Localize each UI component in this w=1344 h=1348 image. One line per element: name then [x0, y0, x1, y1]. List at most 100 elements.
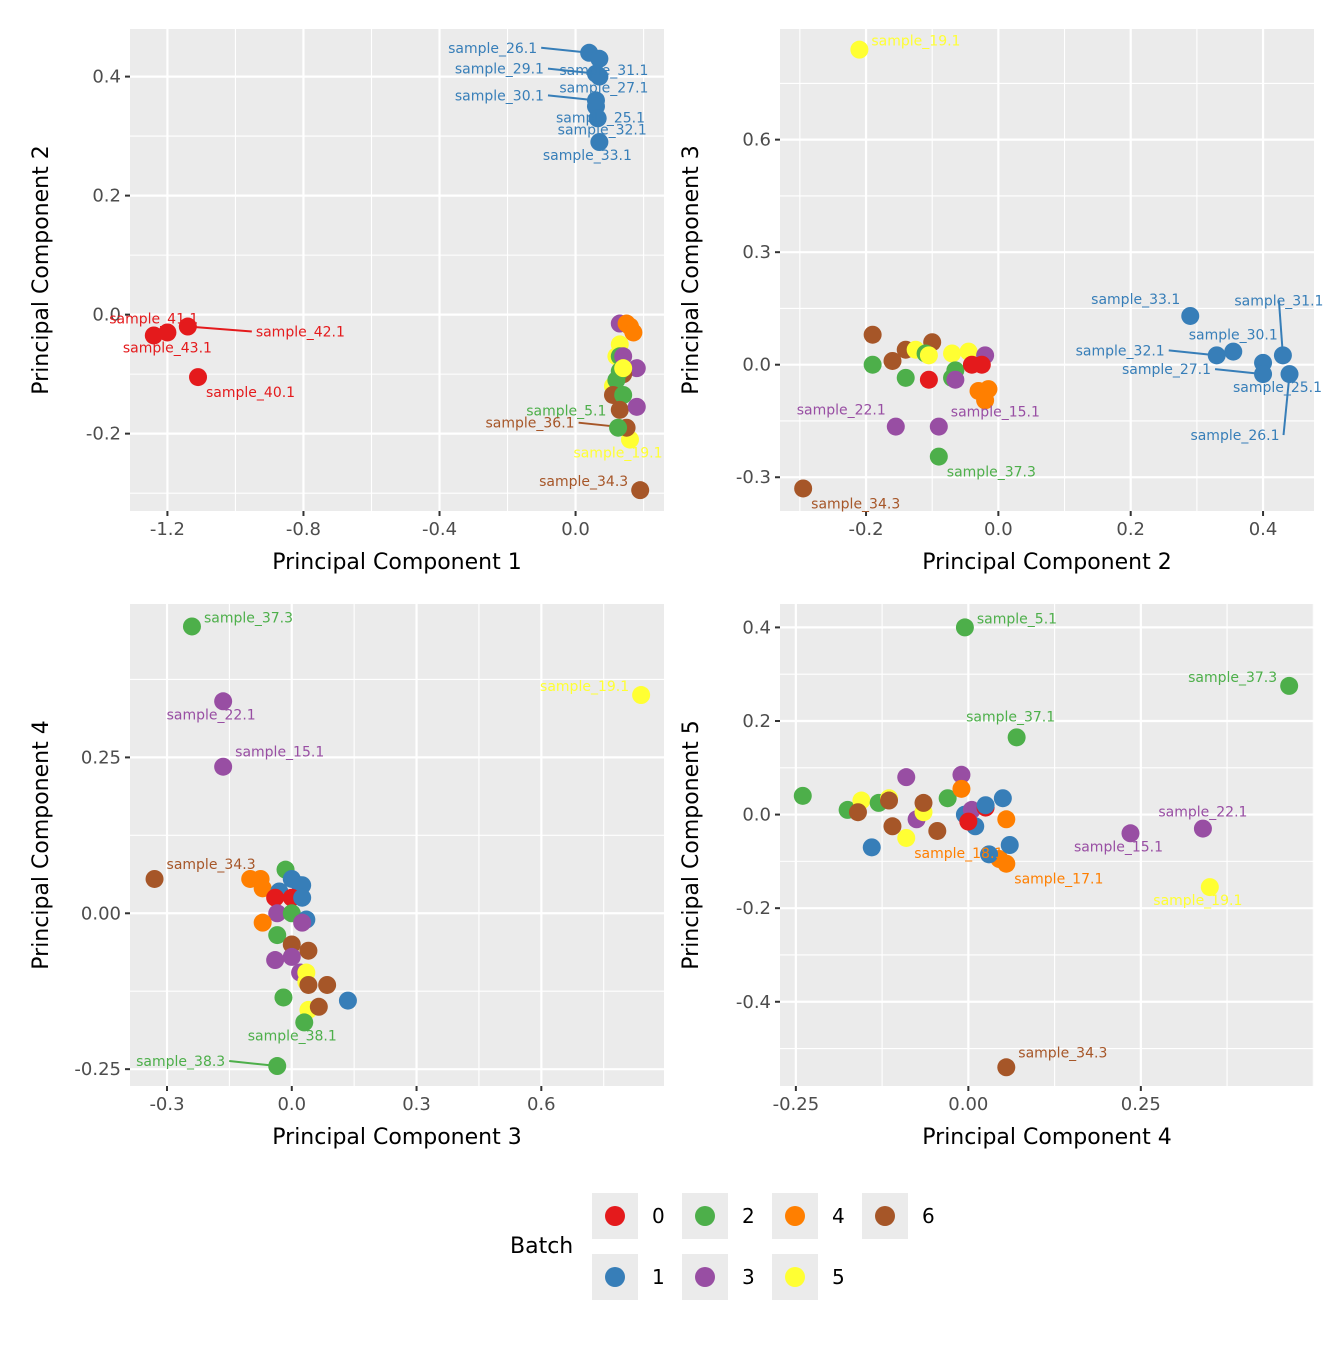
data-point-batch-5 — [943, 344, 962, 363]
x-tick-label: -0.25 — [773, 1094, 820, 1115]
legend-dot-icon — [605, 1206, 625, 1226]
legend-dot-icon — [695, 1206, 715, 1226]
data-point-batch-4 — [253, 913, 272, 932]
data-point-batch-5 — [897, 828, 916, 847]
label-leader-line — [1282, 373, 1291, 436]
legend-label-batch-0: 0 — [652, 1204, 665, 1228]
y-tick-label: 0.0 — [742, 805, 771, 826]
legend-key-batch-6 — [862, 1193, 908, 1239]
point-label: sample_19.1 — [871, 34, 960, 50]
label-leader-line — [187, 325, 252, 333]
data-point-batch-3 — [886, 417, 905, 436]
point-label: sample_30.1 — [455, 88, 544, 104]
data-point-batch-2 — [1007, 728, 1026, 747]
panel-background — [130, 604, 664, 1086]
point-label: sample_19.1 — [573, 446, 662, 462]
plot-area — [793, 618, 1299, 1077]
data-point-batch-3 — [293, 913, 312, 932]
data-point-batch-6 — [914, 793, 933, 812]
legend-dot-icon — [695, 1267, 715, 1287]
legend-key-batch-1 — [592, 1254, 638, 1300]
panel-bottom-right: -0.25 0.00 0.25 -0.4 -0.2 0.0 0.2 0.4 Principal … — [679, 604, 1314, 1150]
legend-dot-icon — [605, 1267, 625, 1287]
point-label: sample_15.1 — [235, 745, 324, 761]
point-label: sample_26.1 — [1190, 428, 1279, 444]
data-point-batch-0 — [189, 368, 208, 387]
data-point-batch-6 — [299, 975, 318, 994]
legend-label-batch-6: 6 — [922, 1204, 935, 1228]
data-point-batch-6 — [880, 791, 899, 810]
point-label: sample_34.3 — [811, 496, 900, 512]
data-point-batch-2 — [929, 447, 948, 466]
point-label: sample_41.1 — [109, 311, 198, 327]
plot-area — [794, 40, 1299, 498]
data-point-batch-0 — [959, 812, 978, 831]
data-point-batch-4 — [952, 779, 971, 798]
plot-area — [144, 43, 650, 500]
data-point-batch-4 — [624, 323, 643, 342]
data-point-batch-2 — [295, 1013, 314, 1032]
data-point-batch-1 — [1280, 365, 1299, 384]
legend-label-batch-4: 4 — [832, 1204, 845, 1228]
data-point-batch-1 — [1254, 365, 1273, 384]
data-point-batch-6 — [863, 325, 882, 344]
data-point-batch-3 — [929, 417, 948, 436]
point-label: sample_19.1 — [540, 679, 629, 695]
x-tick-label: -0.8 — [286, 519, 321, 540]
x-tick-label: 0.3 — [402, 1094, 431, 1115]
data-point-batch-4 — [253, 879, 272, 898]
data-point-batch-3 — [214, 757, 233, 776]
data-point-batch-1 — [1273, 346, 1292, 365]
data-point-batch-4 — [976, 391, 995, 410]
data-point-batch-6 — [631, 481, 650, 500]
data-point-batch-1 — [1207, 346, 1226, 365]
data-point-batch-1 — [590, 67, 609, 86]
data-point-batch-3 — [897, 768, 916, 787]
point-label: sample_37.3 — [1188, 670, 1277, 686]
data-point-batch-2 — [182, 617, 201, 636]
x-axis-label: Principal Component 3 — [272, 1125, 521, 1150]
data-point-batch-6 — [318, 975, 337, 994]
x-tick-label: -0.4 — [422, 519, 457, 540]
point-label: sample_5.1 — [977, 611, 1057, 627]
y-tick-label: -0.2 — [86, 424, 121, 445]
data-point-batch-4 — [997, 810, 1016, 829]
legend-label-batch-1: 1 — [652, 1265, 665, 1289]
legend: Batch 0 2 4 6 1 3 5 — [500, 1190, 940, 1310]
point-label: sample_22.1 — [1158, 805, 1247, 821]
data-point-batch-1 — [862, 838, 881, 857]
data-point-batch-2 — [268, 1057, 287, 1076]
y-tick-label: 0.4 — [92, 67, 121, 88]
data-point-batch-0 — [178, 317, 197, 336]
data-point-batch-1 — [980, 845, 999, 864]
legend-label-batch-3: 3 — [742, 1265, 755, 1289]
data-point-batch-3 — [952, 765, 971, 784]
y-tick-label: 0.4 — [742, 617, 771, 638]
data-point-batch-6 — [309, 997, 328, 1016]
data-point-batch-3 — [627, 359, 646, 378]
data-point-batch-2 — [896, 368, 915, 387]
x-tick-label: -0.2 — [848, 519, 883, 540]
label-leader-line — [1277, 300, 1284, 356]
data-point-batch-2 — [863, 355, 882, 374]
data-point-batch-2 — [609, 418, 628, 437]
legend-key-batch-2 — [682, 1193, 728, 1239]
point-label: sample_15.1 — [951, 405, 1040, 421]
data-point-batch-1 — [1181, 306, 1200, 325]
x-tick-label: 0.0 — [277, 1094, 306, 1115]
panel-background — [130, 29, 664, 511]
legend-dot-icon — [785, 1206, 805, 1226]
point-label: sample_31.1 — [559, 63, 648, 79]
data-point-batch-3 — [214, 692, 233, 711]
point-label: sample_22.1 — [167, 707, 256, 723]
y-axis-label: Principal Component 2 — [29, 145, 54, 394]
y-axis-label: Principal Component 3 — [679, 145, 704, 394]
x-axis-label: Principal Component 4 — [922, 1125, 1171, 1150]
data-point-batch-1 — [1000, 836, 1019, 854]
data-point-batch-6 — [794, 479, 813, 498]
point-label: sample_37.3 — [204, 610, 293, 626]
data-point-batch-5 — [1200, 878, 1219, 897]
panel-top-left: -1.2 -0.8 -0.4 0.0 -0.2 0.0 0.2 0.4 Principal Co… — [29, 29, 664, 575]
point-label: sample_32.1 — [558, 122, 647, 138]
